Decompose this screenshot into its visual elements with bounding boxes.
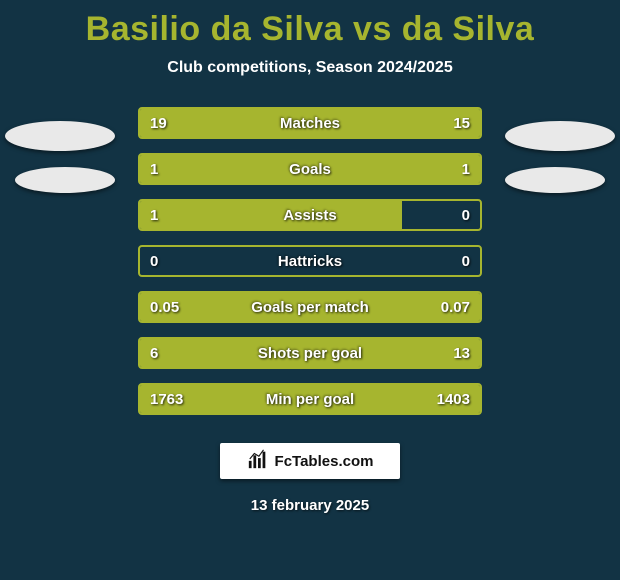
page-title: Basilio da Silva vs da Silva [86, 10, 535, 49]
subtitle: Club competitions, Season 2024/2025 [167, 59, 452, 77]
stat-value-left: 1 [150, 161, 158, 178]
stat-value-right: 1403 [437, 391, 470, 408]
branding-badge: FcTables.com [220, 443, 400, 479]
date-label: 13 february 2025 [251, 497, 369, 514]
stat-value-left: 0 [150, 253, 158, 270]
stat-label: Hattricks [278, 253, 342, 270]
stat-value-right: 0 [462, 253, 470, 270]
stat-fill-left [140, 201, 402, 229]
stat-label: Matches [280, 115, 340, 132]
stat-label: Goals [289, 161, 331, 178]
stat-value-left: 0.05 [150, 299, 179, 316]
stat-row: 1763 Min per goal 1403 [138, 383, 482, 415]
stat-rows-container: 19 Matches 15 1 Goals 1 1 Assists 0 0 Hattricks 0 0.… [138, 107, 482, 429]
stat-value-left: 19 [150, 115, 167, 132]
stat-label: Assists [283, 207, 336, 224]
player-right-silhouette [505, 167, 605, 193]
stat-row: 0.05 Goals per match 0.07 [138, 291, 482, 323]
stat-label: Goals per match [251, 299, 369, 316]
stat-value-left: 6 [150, 345, 158, 362]
stat-label: Shots per goal [258, 345, 362, 362]
player-right-silhouette [505, 121, 615, 151]
branding-text: FcTables.com [275, 453, 374, 470]
stat-value-right: 1 [462, 161, 470, 178]
stat-row: 1 Assists 0 [138, 199, 482, 231]
stat-value-left: 1763 [150, 391, 183, 408]
stat-fill-left [140, 155, 310, 183]
stat-fill-right [310, 155, 480, 183]
stat-label: Min per goal [266, 391, 354, 408]
player-left-silhouette [5, 121, 115, 151]
stat-row: 6 Shots per goal 13 [138, 337, 482, 369]
stat-value-right: 0.07 [441, 299, 470, 316]
stat-value-left: 1 [150, 207, 158, 224]
stat-value-right: 15 [453, 115, 470, 132]
player-left-silhouette [15, 167, 115, 193]
stat-value-right: 0 [462, 207, 470, 224]
stats-area: 19 Matches 15 1 Goals 1 1 Assists 0 0 Hattricks 0 0.… [0, 107, 620, 429]
stat-value-right: 13 [453, 345, 470, 362]
stat-row: 0 Hattricks 0 [138, 245, 482, 277]
comparison-infographic: Basilio da Silva vs da Silva Club compet… [0, 0, 620, 580]
stat-row: 19 Matches 15 [138, 107, 482, 139]
stat-row: 1 Goals 1 [138, 153, 482, 185]
barchart-icon [247, 448, 269, 475]
